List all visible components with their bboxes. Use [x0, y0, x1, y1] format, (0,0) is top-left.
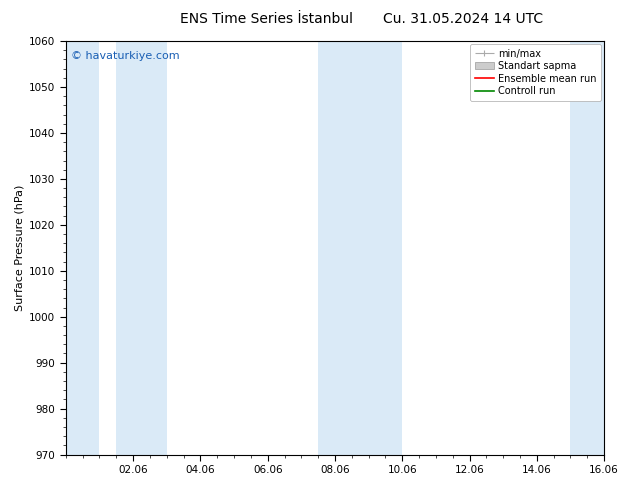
Text: ENS Time Series İstanbul: ENS Time Series İstanbul: [180, 12, 353, 26]
Text: Cu. 31.05.2024 14 UTC: Cu. 31.05.2024 14 UTC: [383, 12, 543, 26]
Bar: [116, 41, 167, 455]
Bar: [571, 41, 604, 455]
Text: © havaturkiye.com: © havaturkiye.com: [71, 51, 180, 61]
Bar: [66, 41, 100, 455]
Y-axis label: Surface Pressure (hPa): Surface Pressure (hPa): [15, 185, 25, 311]
Legend: min/max, Standart sapma, Ensemble mean run, Controll run: min/max, Standart sapma, Ensemble mean r…: [470, 44, 601, 101]
Bar: [318, 41, 402, 455]
